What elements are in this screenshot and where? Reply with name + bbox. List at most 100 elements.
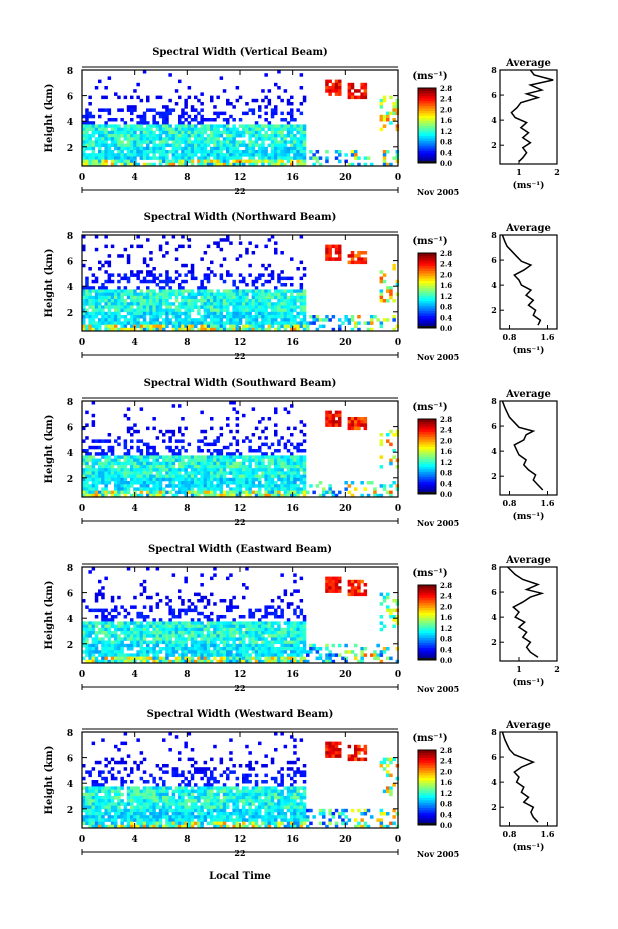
heatmap-cell bbox=[280, 615, 284, 619]
heatmap-cell bbox=[114, 321, 118, 325]
heatmap-cell bbox=[258, 302, 262, 306]
heatmap-cell bbox=[168, 111, 172, 116]
heatmap-cell bbox=[226, 146, 230, 151]
heatmap-cell bbox=[254, 159, 259, 164]
heatmap-cell bbox=[206, 484, 211, 488]
heatmap-cell bbox=[178, 426, 182, 431]
heatmap-cell bbox=[213, 124, 217, 128]
heatmap-cell bbox=[315, 156, 320, 160]
heatmap-cell bbox=[331, 493, 336, 498]
heatmap-cell bbox=[296, 299, 300, 303]
heatmap-cell bbox=[139, 471, 144, 475]
heatmap-cell bbox=[194, 302, 198, 306]
heatmap-cell bbox=[302, 146, 307, 151]
heatmap-cell bbox=[130, 159, 134, 164]
heatmap-cell bbox=[206, 461, 211, 466]
heatmap-cell bbox=[296, 650, 300, 654]
heatmap-cell bbox=[293, 289, 297, 293]
heatmap-cell bbox=[184, 449, 188, 453]
heatmap-cell bbox=[290, 442, 294, 447]
heatmap-cell bbox=[133, 318, 137, 322]
heatmap-cell bbox=[187, 140, 192, 144]
heatmap-cell bbox=[389, 111, 393, 116]
heatmap-cell bbox=[152, 461, 156, 466]
heatmap-cell bbox=[117, 137, 121, 141]
heatmap-cell bbox=[178, 114, 182, 119]
heatmap-cell bbox=[85, 299, 89, 303]
heatmap-cell bbox=[286, 102, 291, 106]
heatmap-cell bbox=[203, 302, 208, 306]
heatmap-cell bbox=[200, 102, 204, 106]
heatmap-cell bbox=[251, 468, 256, 472]
heatmap-cell bbox=[190, 627, 195, 632]
heatmap-cell bbox=[238, 254, 243, 258]
heatmap-cell bbox=[120, 471, 124, 475]
heatmap-cell bbox=[190, 105, 195, 109]
heatmap-cell bbox=[94, 445, 99, 450]
heatmap-cell bbox=[101, 637, 105, 641]
heatmap-cell bbox=[110, 140, 115, 144]
heatmap-cell bbox=[206, 493, 211, 498]
heatmap-cell bbox=[117, 315, 121, 319]
heatmap-cell bbox=[126, 461, 131, 466]
heatmap-cell bbox=[235, 315, 240, 319]
heatmap-cell bbox=[379, 602, 384, 606]
heatmap-cell bbox=[142, 130, 147, 135]
heatmap-cell bbox=[155, 283, 160, 287]
heatmap-cell bbox=[187, 86, 192, 90]
heatmap-cell bbox=[347, 417, 352, 421]
heatmap-cell bbox=[277, 70, 281, 74]
heatmap-cell bbox=[248, 624, 252, 629]
heatmap-cell bbox=[197, 621, 201, 625]
heatmap-cell bbox=[219, 124, 224, 128]
heatmap-cell bbox=[136, 487, 140, 491]
heatmap-cell bbox=[325, 318, 329, 322]
heatmap-cell bbox=[152, 458, 156, 463]
heatmap-cell bbox=[210, 137, 214, 141]
heatmap-cell bbox=[171, 653, 176, 657]
heatmap-cell bbox=[88, 286, 92, 290]
heatmap-cell bbox=[114, 295, 118, 300]
heatmap-cell bbox=[206, 640, 211, 645]
heatmap-cell bbox=[235, 292, 240, 297]
heatmap-cell bbox=[133, 487, 137, 491]
heatmap-cell bbox=[187, 292, 192, 297]
heatmap-cell bbox=[168, 605, 172, 609]
panel-title: Spectral Width (Vertical Beam) bbox=[152, 47, 328, 58]
heatmap-cell bbox=[306, 321, 310, 325]
heatmap-cell bbox=[194, 137, 198, 141]
heatmap-cell bbox=[360, 92, 364, 96]
heatmap-cell bbox=[270, 611, 275, 616]
heatmap-cell bbox=[302, 481, 307, 485]
heatmap-cell bbox=[162, 289, 166, 293]
heatmap-cell bbox=[206, 621, 211, 625]
heatmap-cell bbox=[334, 653, 339, 657]
heatmap-cell bbox=[248, 299, 252, 303]
heatmap-cell bbox=[149, 634, 153, 638]
heatmap-cell bbox=[136, 477, 140, 482]
heatmap-cell bbox=[107, 433, 112, 437]
heatmap-cell bbox=[296, 484, 300, 488]
heatmap-cell bbox=[88, 659, 92, 664]
heatmap-cell bbox=[254, 477, 259, 482]
heatmap-cell bbox=[296, 311, 300, 316]
heatmap-cell bbox=[280, 481, 284, 485]
heatmap-cell bbox=[126, 318, 131, 322]
heatmap-cell bbox=[232, 130, 236, 135]
heatmap-cell bbox=[168, 308, 172, 313]
heatmap-cell bbox=[107, 305, 112, 309]
heatmap-cell bbox=[152, 153, 156, 157]
heatmap-cell bbox=[318, 324, 323, 329]
colorbar-swatch bbox=[418, 143, 436, 146]
heatmap-cell bbox=[312, 153, 316, 157]
heatmap-cell bbox=[152, 276, 156, 281]
heatmap-cell bbox=[126, 162, 131, 167]
heatmap-cell bbox=[174, 299, 179, 303]
heatmap-cell bbox=[136, 286, 140, 290]
heatmap-cell bbox=[206, 159, 211, 164]
heatmap-cell bbox=[133, 461, 137, 466]
heatmap-cell bbox=[104, 108, 108, 112]
heatmap-cell bbox=[194, 114, 198, 119]
heatmap-cell bbox=[254, 490, 259, 495]
heatmap-cell bbox=[235, 429, 240, 434]
